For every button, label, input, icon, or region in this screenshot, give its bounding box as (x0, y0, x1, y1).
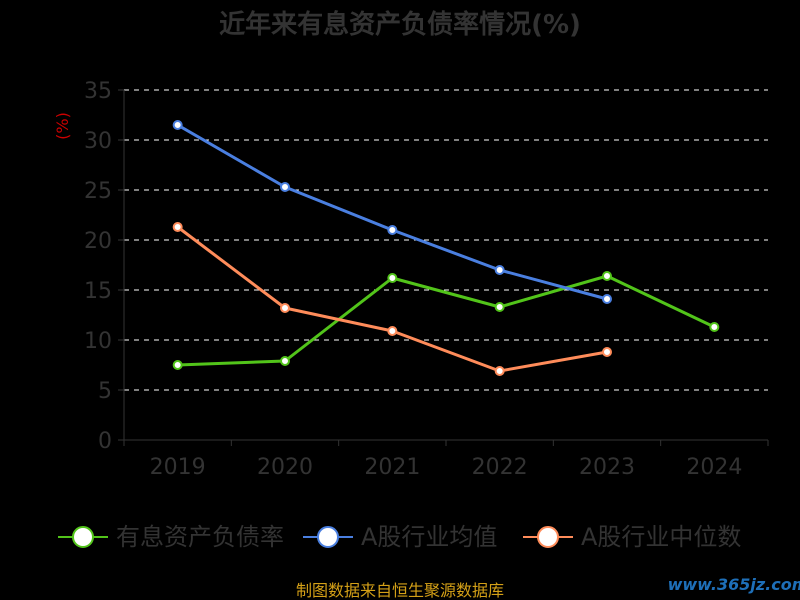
x-tick-labels: 2019 2020 2021 2022 2023 2024 (150, 455, 743, 480)
data-point[interactable] (387, 273, 398, 283)
y-tick-label: 20 (84, 229, 112, 254)
x-tick-label: 2022 (472, 455, 528, 480)
legend-label: 有息资产负债率 (116, 523, 284, 551)
grid-lines (124, 89, 768, 391)
y-tick-label: 25 (84, 179, 112, 204)
series-line (177, 274, 715, 367)
data-source-note: 制图数据来自恒生聚源数据库 (296, 581, 504, 600)
data-point[interactable] (172, 222, 183, 232)
watermark-text: www.365jz.com (668, 575, 800, 594)
legend-item[interactable]: A股行业均值 (303, 523, 497, 551)
legend-marker (537, 526, 559, 548)
y-tick-label: 5 (98, 379, 112, 404)
data-point[interactable] (602, 294, 612, 304)
data-point[interactable] (494, 366, 505, 376)
legend-item[interactable]: A股行业中位数 (523, 523, 741, 551)
y-tick-labels: 0 5 10 15 20 25 30 35 (84, 79, 112, 454)
legend[interactable]: 有息资产负债率 A股行业均值 A股行业中位数 (58, 523, 741, 551)
data-point[interactable] (172, 120, 183, 130)
data-point[interactable] (494, 302, 505, 312)
legend-marker (317, 526, 339, 548)
series-1 (172, 120, 612, 304)
data-point[interactable] (709, 322, 720, 332)
y-tick-label: 10 (84, 329, 112, 354)
data-point[interactable] (602, 347, 612, 357)
series-2 (172, 222, 612, 376)
legend-label: A股行业均值 (361, 523, 497, 551)
series-line (176, 123, 608, 301)
data-point[interactable] (172, 360, 183, 370)
data-point[interactable] (280, 182, 290, 192)
legend-label: A股行业中位数 (581, 523, 741, 551)
y-axis-unit-label: (%) (53, 112, 72, 140)
x-tick-label: 2024 (686, 455, 742, 480)
data-point[interactable] (602, 271, 612, 281)
legend-marker (72, 526, 94, 548)
x-tick-label: 2021 (364, 455, 420, 480)
y-tick-label: 15 (84, 279, 112, 304)
series-line (176, 225, 608, 373)
data-point[interactable] (387, 326, 398, 336)
series-0 (172, 271, 720, 370)
axes (118, 89, 769, 446)
y-tick-label: 35 (84, 79, 112, 104)
x-tick-label: 2019 (150, 455, 206, 480)
data-point[interactable] (280, 303, 290, 313)
y-tick-label: 0 (98, 429, 112, 454)
data-point[interactable] (387, 225, 398, 235)
y-tick-label: 30 (84, 129, 112, 154)
x-tick-label: 2023 (579, 455, 635, 480)
series-group (172, 120, 720, 376)
data-point[interactable] (494, 265, 505, 275)
data-point[interactable] (280, 356, 290, 366)
legend-item[interactable]: 有息资产负债率 (58, 523, 284, 551)
chart-title: 近年来有息资产负债率情况(%) (219, 9, 581, 40)
x-tick-label: 2020 (257, 455, 313, 480)
